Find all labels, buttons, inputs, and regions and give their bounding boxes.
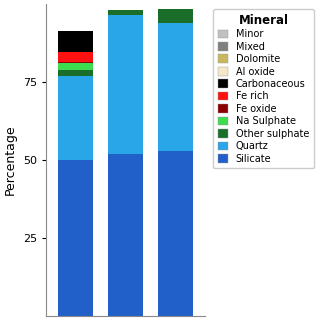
Bar [108, 11, 143, 15]
Bar [58, 62, 93, 63]
Bar [158, 151, 193, 316]
Bar [58, 76, 93, 160]
Bar [58, 70, 93, 76]
Bar [58, 63, 93, 70]
Bar [58, 52, 93, 62]
Legend: Minor, Mixed, Dolomite, Al oxide, Carbonaceous, Fe rich, Fe oxide, Na Sulphate, : Minor, Mixed, Dolomite, Al oxide, Carbon… [213, 9, 314, 169]
Bar [108, 154, 143, 316]
Bar [58, 31, 93, 52]
Bar [158, 9, 193, 23]
Y-axis label: Percentage: Percentage [4, 125, 17, 195]
Bar [158, 23, 193, 151]
Bar [108, 15, 143, 154]
Bar [58, 160, 93, 316]
